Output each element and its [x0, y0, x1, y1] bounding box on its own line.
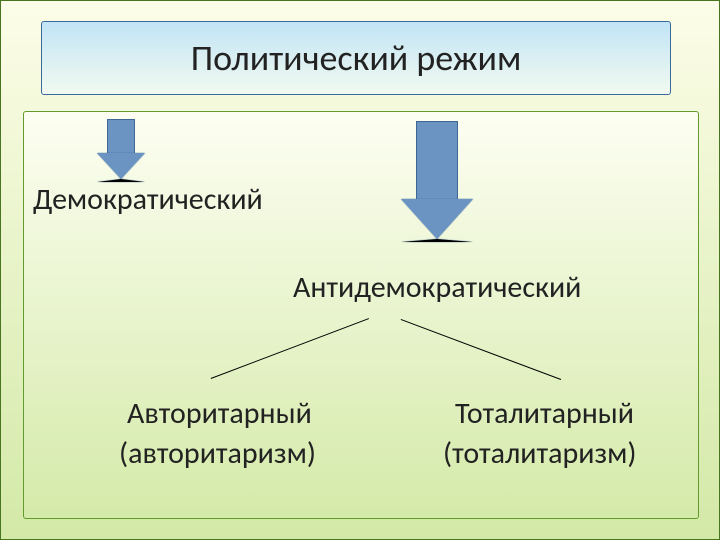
label-totalitarian-2: (тоталитаризм) [443, 435, 637, 472]
label-antidemocratic: Антидемократический [293, 269, 581, 306]
label-authoritarian-2: (авторитаризм) [119, 435, 316, 472]
label-democratic: Демократический [33, 181, 263, 218]
label-totalitarian-1: Тоталитарный [455, 395, 634, 432]
label-authoritarian-1: Авторитарный [127, 395, 312, 432]
title-box: Политический режим [41, 21, 671, 95]
slide: Политический режим Демократический Антид… [0, 0, 720, 540]
slide-title: Политический режим [191, 36, 522, 80]
